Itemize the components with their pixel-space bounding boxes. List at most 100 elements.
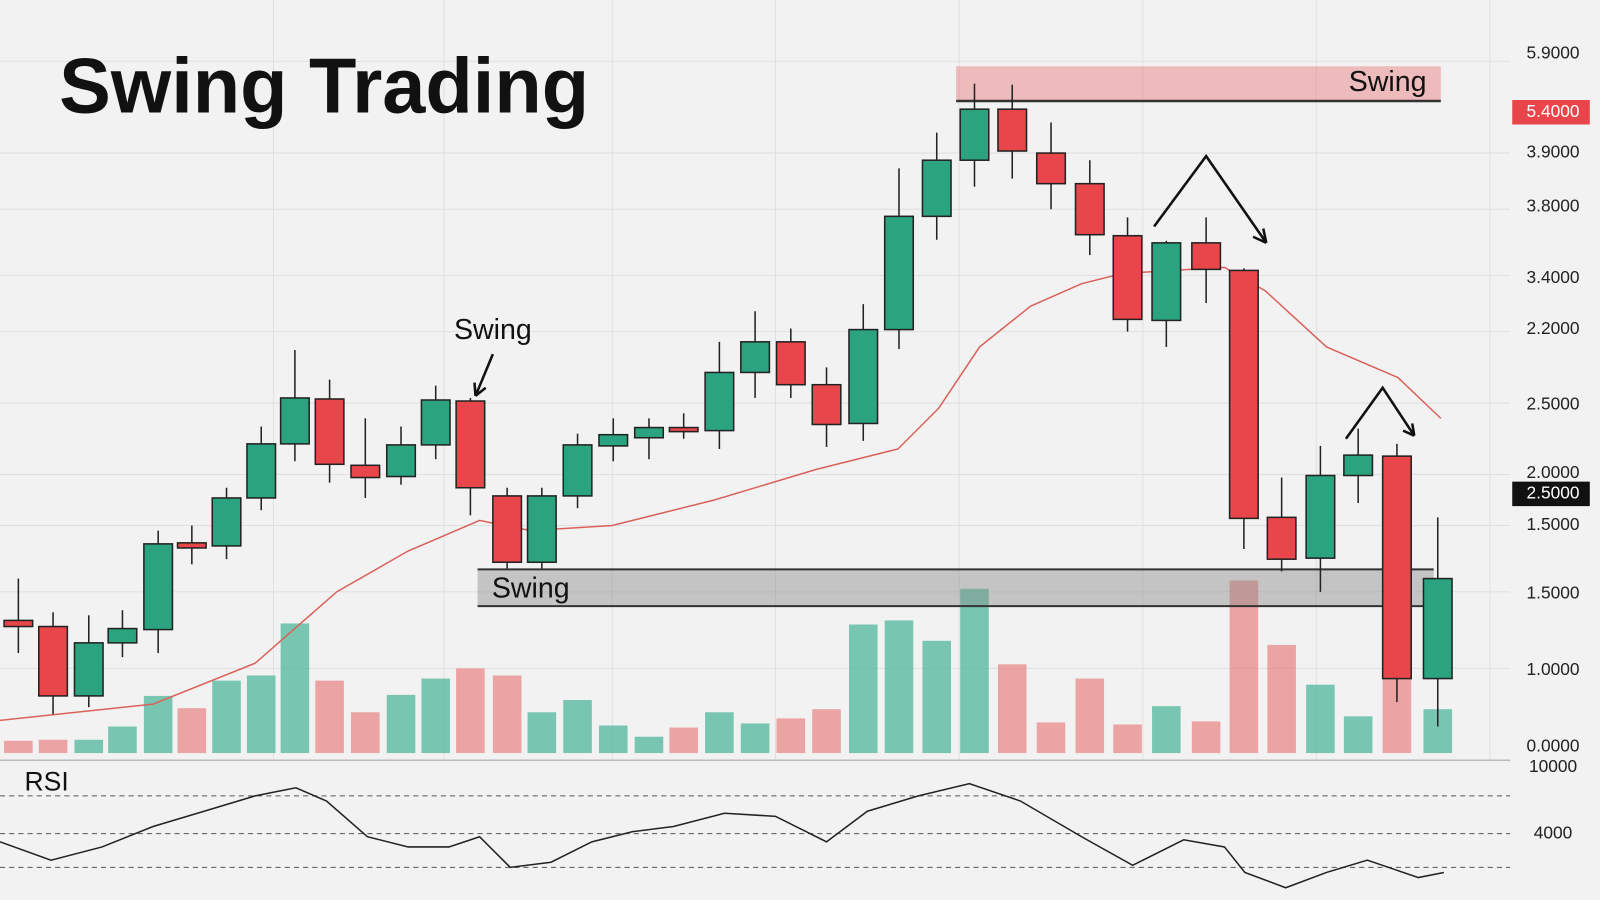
candle-body xyxy=(1381,455,1412,680)
candle-body xyxy=(1343,454,1374,477)
volume-bar xyxy=(960,588,989,754)
volume-bar xyxy=(1229,580,1259,754)
volume-bar xyxy=(1191,721,1221,754)
price-label: 2.5000 xyxy=(1527,482,1580,502)
volume-bar xyxy=(563,700,592,754)
candle-body xyxy=(420,399,451,446)
candle-body xyxy=(526,495,557,564)
volume-bar xyxy=(386,694,416,754)
candle-body xyxy=(921,159,952,218)
candle-body xyxy=(1035,152,1067,185)
volume-bar xyxy=(246,675,276,754)
candle-body xyxy=(246,443,277,499)
volume-bar xyxy=(1113,724,1142,754)
candle-body xyxy=(176,542,207,549)
candle-body xyxy=(1191,242,1222,271)
price-label: 3.9000 xyxy=(1527,142,1580,162)
volume-bar xyxy=(38,739,68,754)
rsi-axis-label: 4000 xyxy=(1534,822,1573,842)
candle-body xyxy=(350,464,381,479)
price-axis: 5.9000 5.4000 3.9000 3.8000 3.4000 2.2000 2.50… xyxy=(1512,43,1590,842)
candle-body xyxy=(211,497,242,547)
price-label: 1.5000 xyxy=(1527,514,1580,534)
candle-body xyxy=(1422,577,1453,680)
candle-body xyxy=(883,215,915,331)
volume-bar xyxy=(997,664,1027,754)
candle-body xyxy=(562,444,593,497)
volume-bar xyxy=(421,678,450,754)
candle-body xyxy=(73,642,104,697)
volume-bar xyxy=(669,727,698,754)
volume-bar xyxy=(598,725,628,754)
price-label: 5.4000 xyxy=(1527,101,1580,121)
volume-bar xyxy=(492,675,522,754)
volume-bar xyxy=(1152,706,1181,754)
volume-bar xyxy=(108,726,137,754)
volume-bar xyxy=(1267,644,1296,754)
chart-title: Swing Trading xyxy=(59,43,589,129)
rsi-line xyxy=(0,782,1445,889)
volume-bar xyxy=(812,709,841,754)
volume-bar xyxy=(1343,716,1373,754)
price-label: 5.9000 xyxy=(1527,43,1580,63)
price-label: 2.5000 xyxy=(1527,394,1580,414)
volume-bar xyxy=(1036,722,1066,754)
volume-bar xyxy=(212,680,241,754)
candle-body xyxy=(1151,242,1182,322)
annotation: Swing xyxy=(1349,66,1427,98)
volume-bar xyxy=(634,736,664,754)
arrow xyxy=(473,353,495,397)
candle-body xyxy=(143,543,174,631)
candle-body xyxy=(775,341,806,386)
candle-body xyxy=(1074,182,1105,236)
candle-body xyxy=(633,426,665,439)
candle-body xyxy=(668,426,699,433)
candle-body xyxy=(848,328,879,425)
candle-body xyxy=(811,383,842,426)
volume-bar xyxy=(1075,678,1105,754)
candle-body xyxy=(1228,269,1259,520)
candle-body xyxy=(455,400,486,489)
volume-bar xyxy=(280,623,310,754)
candle-body xyxy=(997,108,1028,152)
candle-body xyxy=(3,619,34,628)
candle-body xyxy=(385,444,417,478)
rsi-axis-label: 10000 xyxy=(1529,756,1577,776)
candle-body xyxy=(1305,474,1336,559)
volume-bar xyxy=(315,680,344,754)
candle-body xyxy=(38,625,69,697)
price-label: 2.2000 xyxy=(1527,318,1580,338)
volume-bar xyxy=(848,624,878,754)
candle-body xyxy=(1266,516,1297,560)
candle-body xyxy=(959,108,990,161)
volume-bar xyxy=(143,695,173,754)
volume-bar xyxy=(922,640,952,754)
arrow xyxy=(1153,153,1268,245)
volume-bar xyxy=(1306,684,1335,754)
candle-body xyxy=(314,398,345,466)
price-highlight xyxy=(1512,481,1590,507)
price-label: 1.5000 xyxy=(1527,582,1580,602)
annotation: Swing xyxy=(454,314,532,346)
volume xyxy=(4,580,1453,754)
volume-bar xyxy=(4,740,33,754)
arrow xyxy=(1344,385,1416,440)
candle-body xyxy=(598,433,629,447)
price-label: 3.4000 xyxy=(1527,267,1580,287)
rsi-label: RSI xyxy=(24,767,68,797)
resistance-zone xyxy=(956,66,1441,103)
price-label: 1.0000 xyxy=(1527,659,1580,679)
volume-bar xyxy=(884,620,914,754)
volume-bar xyxy=(776,718,806,754)
candle-body xyxy=(279,397,310,445)
candle-body xyxy=(492,495,523,564)
annotation: Swing xyxy=(492,572,570,604)
price-label: 0.0000 xyxy=(1527,736,1580,756)
volume-bar xyxy=(527,712,557,754)
volume-bar xyxy=(705,712,734,754)
volume-bar xyxy=(456,668,485,754)
candle-body xyxy=(1112,234,1143,321)
